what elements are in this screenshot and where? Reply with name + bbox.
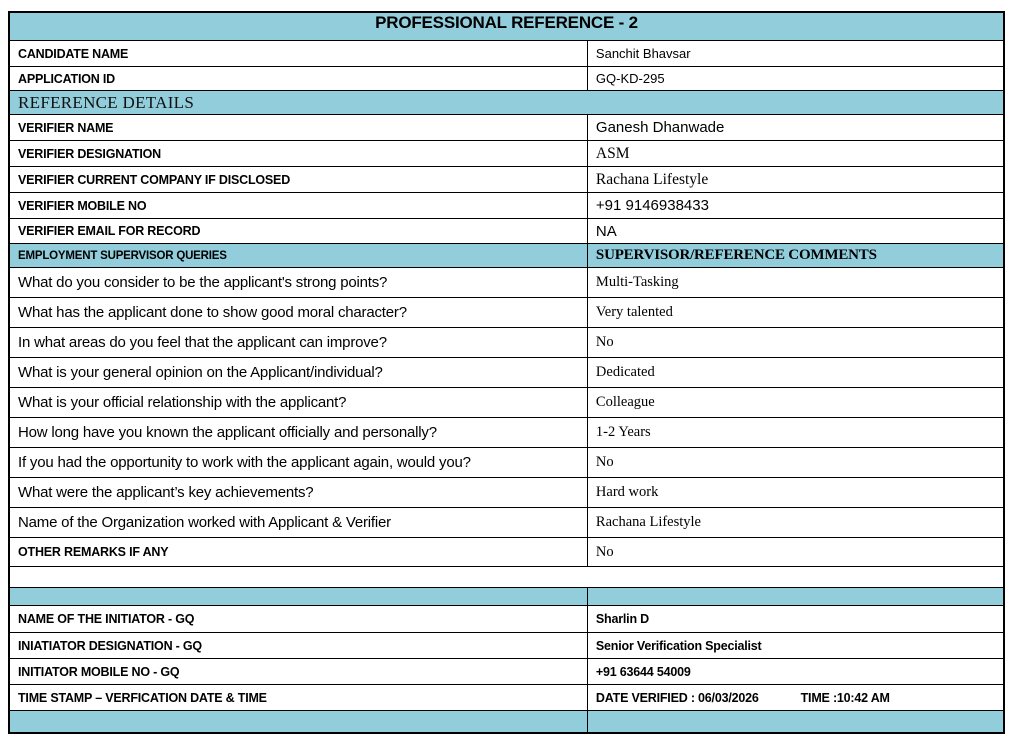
question-row: In what areas do you feel that the appli… (10, 328, 1003, 358)
timestamp-row: TIME STAMP – VERFICATION DATE & TIME DAT… (10, 685, 1003, 711)
question-row: How long have you known the applicant of… (10, 418, 1003, 448)
question-row: What were the applicant’s key achievemen… (10, 478, 1003, 508)
question-text: What were the applicant’s key achievemen… (10, 478, 588, 507)
answer-text: Hard work (595, 484, 659, 500)
question-row: What do you consider to be the applicant… (10, 268, 1003, 298)
other-remarks-row: OTHER REMARKS IF ANY No (10, 538, 1003, 567)
blue-spacer-row (10, 588, 1003, 606)
question-text: What is your general opinion on the Appl… (10, 358, 588, 387)
initiator-mobile-label: INITIATOR MOBILE NO - GQ (10, 659, 588, 684)
verifier-company-label: VERIFIER CURRENT COMPANY IF DISCLOSED (10, 167, 588, 192)
question-text: What do you consider to be the applicant… (10, 268, 588, 297)
verifier-company-value: Rachana Lifestyle (595, 170, 709, 188)
initiator-mobile-row: INITIATOR MOBILE NO - GQ +91 63644 54009 (10, 659, 1003, 685)
candidate-name-value: Sanchit Bhavsar (595, 46, 691, 61)
other-remarks-label: OTHER REMARKS IF ANY (10, 538, 588, 566)
answer-text: No (595, 454, 614, 470)
verifier-name-row: VERIFIER NAME Ganesh Dhanwade (10, 115, 1003, 141)
initiator-name-row: NAME OF THE INITIATOR - GQ Sharlin D (10, 606, 1003, 633)
initiator-designation-row: INIATIATOR DESIGNATION - GQ Senior Verif… (10, 633, 1003, 659)
question-text: Name of the Organization worked with App… (10, 508, 588, 537)
professional-reference-form: PROFESSIONAL REFERENCE - 2 CANDIDATE NAM… (8, 11, 1005, 734)
question-text: How long have you known the applicant of… (10, 418, 588, 447)
section-heading: REFERENCE DETAILS (18, 92, 195, 112)
answer-text: Very talented (595, 304, 673, 320)
candidate-name-label: CANDIDATE NAME (10, 41, 588, 66)
application-id-value: GQ-KD-295 (595, 71, 665, 86)
verifier-designation-value: ASM (595, 144, 630, 162)
timestamp-value: DATE VERIFIED : 06/03/2026 TIME :10:42 A… (588, 685, 1003, 710)
other-remarks-value: No (595, 543, 614, 560)
initiator-designation-value: Senior Verification Specialist (595, 638, 762, 653)
initiator-mobile-value: +91 63644 54009 (595, 664, 691, 679)
verifier-designation-label: VERIFIER DESIGNATION (10, 141, 588, 166)
queries-header-right: SUPERVISOR/REFERENCE COMMENTS (595, 247, 877, 263)
answer-text: Rachana Lifestyle (595, 514, 701, 530)
answer-text: Dedicated (595, 364, 655, 380)
answer-text: 1-2 Years (595, 424, 651, 440)
application-id-row: APPLICATION ID GQ-KD-295 (10, 67, 1003, 91)
time-verified-value: TIME :10:42 AM (800, 690, 890, 705)
verifier-email-row: VERIFIER EMAIL FOR RECORD NA (10, 219, 1003, 244)
verifier-email-label: VERIFIER EMAIL FOR RECORD (10, 219, 588, 243)
form-title-row: PROFESSIONAL REFERENCE - 2 (10, 13, 1003, 41)
reference-details-section-row: REFERENCE DETAILS (10, 91, 1003, 115)
initiator-designation-label: INIATIATOR DESIGNATION - GQ (10, 633, 588, 658)
answer-text: No (595, 334, 614, 350)
timestamp-label: TIME STAMP – VERFICATION DATE & TIME (10, 685, 588, 710)
date-verified-value: DATE VERIFIED : 06/03/2026 (595, 690, 759, 705)
question-row: What is your general opinion on the Appl… (10, 358, 1003, 388)
page-title: PROFESSIONAL REFERENCE - 2 (375, 13, 638, 32)
verifier-name-value: Ganesh Dhanwade (595, 119, 725, 136)
question-text: What is your official relationship with … (10, 388, 588, 417)
blank-spacer-row (10, 567, 1003, 588)
question-row: If you had the opportunity to work with … (10, 448, 1003, 478)
verifier-designation-row: VERIFIER DESIGNATION ASM (10, 141, 1003, 167)
question-text: In what areas do you feel that the appli… (10, 328, 588, 357)
verifier-name-label: VERIFIER NAME (10, 115, 588, 140)
blue-footer-row (10, 711, 1003, 732)
candidate-name-row: CANDIDATE NAME Sanchit Bhavsar (10, 41, 1003, 67)
question-text: If you had the opportunity to work with … (10, 448, 588, 477)
verifier-mobile-row: VERIFIER MOBILE NO +91 9146938433 (10, 193, 1003, 219)
queries-header-row: EMPLOYMENT SUPERVISOR QUERIES SUPERVISOR… (10, 244, 1003, 268)
question-text: What has the applicant done to show good… (10, 298, 588, 327)
verifier-company-row: VERIFIER CURRENT COMPANY IF DISCLOSED Ra… (10, 167, 1003, 193)
answer-text: Multi-Tasking (595, 274, 679, 290)
application-id-label: APPLICATION ID (10, 67, 588, 90)
verifier-mobile-label: VERIFIER MOBILE NO (10, 193, 588, 218)
question-row: Name of the Organization worked with App… (10, 508, 1003, 538)
initiator-name-value: Sharlin D (595, 612, 649, 626)
queries-header-left: EMPLOYMENT SUPERVISOR QUERIES (10, 244, 588, 267)
question-row: What is your official relationship with … (10, 388, 1003, 418)
answer-text: Colleague (595, 394, 655, 410)
initiator-name-label: NAME OF THE INITIATOR - GQ (10, 606, 588, 632)
verifier-email-value: NA (595, 222, 617, 240)
question-row: What has the applicant done to show good… (10, 298, 1003, 328)
verifier-mobile-value: +91 9146938433 (595, 197, 709, 214)
